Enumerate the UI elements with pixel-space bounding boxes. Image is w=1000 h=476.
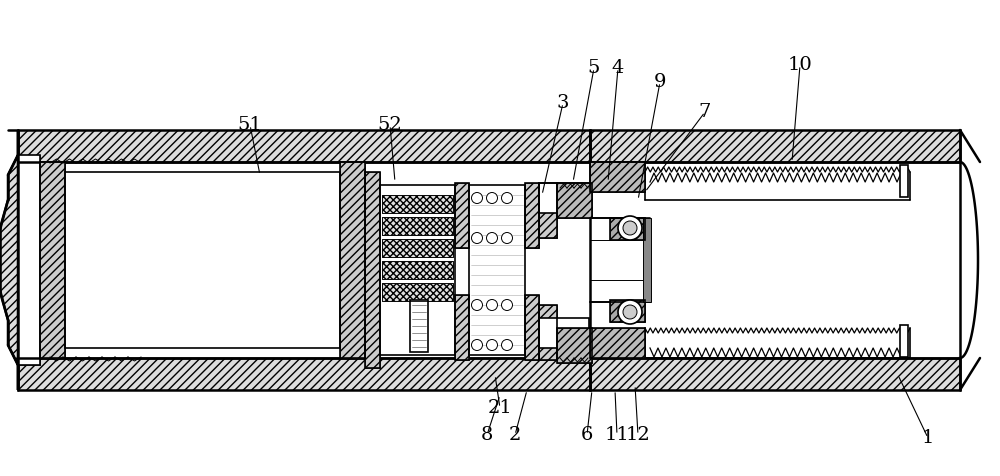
Text: 6: 6 <box>581 426 593 444</box>
Bar <box>525 295 539 360</box>
Bar <box>610 218 645 240</box>
Bar <box>365 172 380 368</box>
Bar <box>469 185 525 355</box>
Bar <box>557 183 592 218</box>
Text: 4: 4 <box>612 59 624 77</box>
Circle shape <box>472 339 482 350</box>
Bar <box>590 162 645 192</box>
Bar <box>18 130 590 162</box>
Bar <box>382 217 453 235</box>
Bar <box>455 183 469 248</box>
Circle shape <box>486 192 498 204</box>
Bar <box>40 162 65 358</box>
Bar <box>382 283 453 301</box>
Text: 11: 11 <box>605 426 629 444</box>
Bar <box>539 183 589 213</box>
Circle shape <box>486 299 498 310</box>
Bar <box>590 358 960 390</box>
Bar <box>610 300 645 322</box>
Text: 52: 52 <box>378 116 402 134</box>
Circle shape <box>502 299 512 310</box>
Bar <box>382 261 453 279</box>
Bar <box>643 218 651 302</box>
Bar <box>18 358 590 390</box>
Text: 1: 1 <box>922 429 934 447</box>
Bar <box>590 162 645 192</box>
Bar <box>525 183 539 248</box>
Circle shape <box>623 305 637 319</box>
Bar <box>539 305 557 360</box>
Bar <box>382 239 453 257</box>
Bar <box>610 218 645 240</box>
Bar <box>539 183 557 238</box>
Bar <box>382 239 453 257</box>
Bar <box>382 217 453 235</box>
Circle shape <box>502 192 512 204</box>
Bar <box>382 195 453 213</box>
Bar <box>557 183 592 218</box>
Bar <box>557 328 592 363</box>
Circle shape <box>618 216 642 240</box>
Bar <box>539 183 557 238</box>
Bar <box>590 328 645 358</box>
Bar <box>382 283 453 301</box>
Polygon shape <box>0 130 18 390</box>
Circle shape <box>472 232 482 244</box>
Circle shape <box>472 299 482 310</box>
Bar <box>382 261 453 279</box>
Text: 2: 2 <box>509 426 521 444</box>
Bar <box>539 318 589 348</box>
Bar <box>40 162 65 358</box>
Bar <box>525 295 539 360</box>
Text: 10: 10 <box>788 56 812 74</box>
Bar <box>590 358 960 390</box>
Circle shape <box>472 192 482 204</box>
Text: 7: 7 <box>699 103 711 121</box>
Circle shape <box>623 221 637 235</box>
Bar <box>18 155 40 365</box>
Bar <box>557 328 592 363</box>
Text: 5: 5 <box>588 59 600 77</box>
Bar <box>18 130 590 162</box>
Text: 51: 51 <box>238 116 262 134</box>
Circle shape <box>486 339 498 350</box>
Bar <box>410 300 428 352</box>
Bar <box>900 165 908 197</box>
Bar <box>340 162 365 358</box>
Bar <box>380 185 455 355</box>
Bar <box>18 155 40 365</box>
Bar <box>539 305 557 360</box>
Polygon shape <box>18 155 40 365</box>
Text: 9: 9 <box>654 73 666 91</box>
Bar <box>365 172 380 368</box>
Text: 21: 21 <box>488 399 512 417</box>
Bar <box>340 162 365 358</box>
Circle shape <box>618 300 642 324</box>
Circle shape <box>502 232 512 244</box>
Bar <box>455 183 469 248</box>
Bar <box>18 358 590 390</box>
Bar <box>590 130 960 162</box>
Text: 8: 8 <box>481 426 493 444</box>
Bar <box>382 195 453 213</box>
Bar <box>65 172 340 348</box>
Bar <box>525 183 539 248</box>
Circle shape <box>486 232 498 244</box>
Text: 12: 12 <box>626 426 650 444</box>
Circle shape <box>502 339 512 350</box>
Text: 3: 3 <box>557 94 569 112</box>
Bar <box>590 328 645 358</box>
Bar <box>590 130 960 162</box>
Bar <box>900 325 908 357</box>
Bar <box>455 295 469 360</box>
Bar <box>455 295 469 360</box>
Bar <box>610 300 645 322</box>
